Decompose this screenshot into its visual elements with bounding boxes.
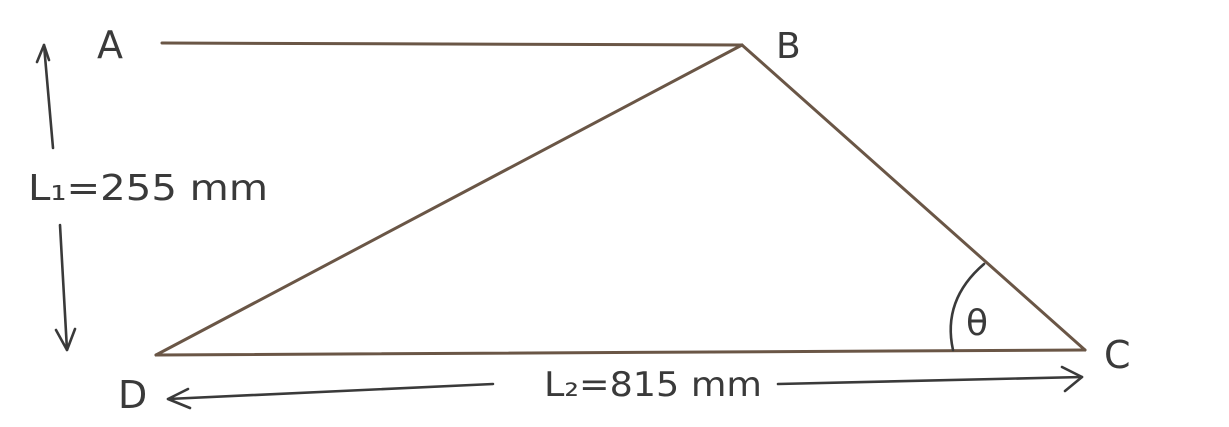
dimension-label-l1: L₁=255 mm — [28, 168, 268, 209]
dim-l2-right-shaft — [776, 375, 1084, 386]
point-label-c: C — [1104, 333, 1131, 377]
dim-l1-up-arrowhead — [35, 43, 51, 64]
line-dc — [154, 348, 1087, 357]
dim-l2-left-shaft — [166, 382, 495, 401]
dim-l1-down-arrowhead — [54, 327, 77, 352]
point-label-b: B — [776, 26, 801, 67]
dim-l2-left-arrowhead — [166, 387, 192, 410]
angle-label-theta: θ — [966, 303, 988, 344]
angle-arc — [949, 262, 986, 352]
line-bc — [740, 43, 1087, 352]
dimension-label-l2: L₂=815 mm — [544, 365, 762, 405]
dim-l1-upper-shaft — [42, 43, 55, 150]
line-ab — [160, 41, 744, 47]
dim-l1-lower-shaft — [58, 223, 69, 352]
point-label-a: A — [97, 23, 123, 67]
point-label-d: D — [118, 373, 147, 417]
line-bd — [154, 43, 744, 357]
dim-l2-right-arrowhead — [1060, 365, 1084, 393]
